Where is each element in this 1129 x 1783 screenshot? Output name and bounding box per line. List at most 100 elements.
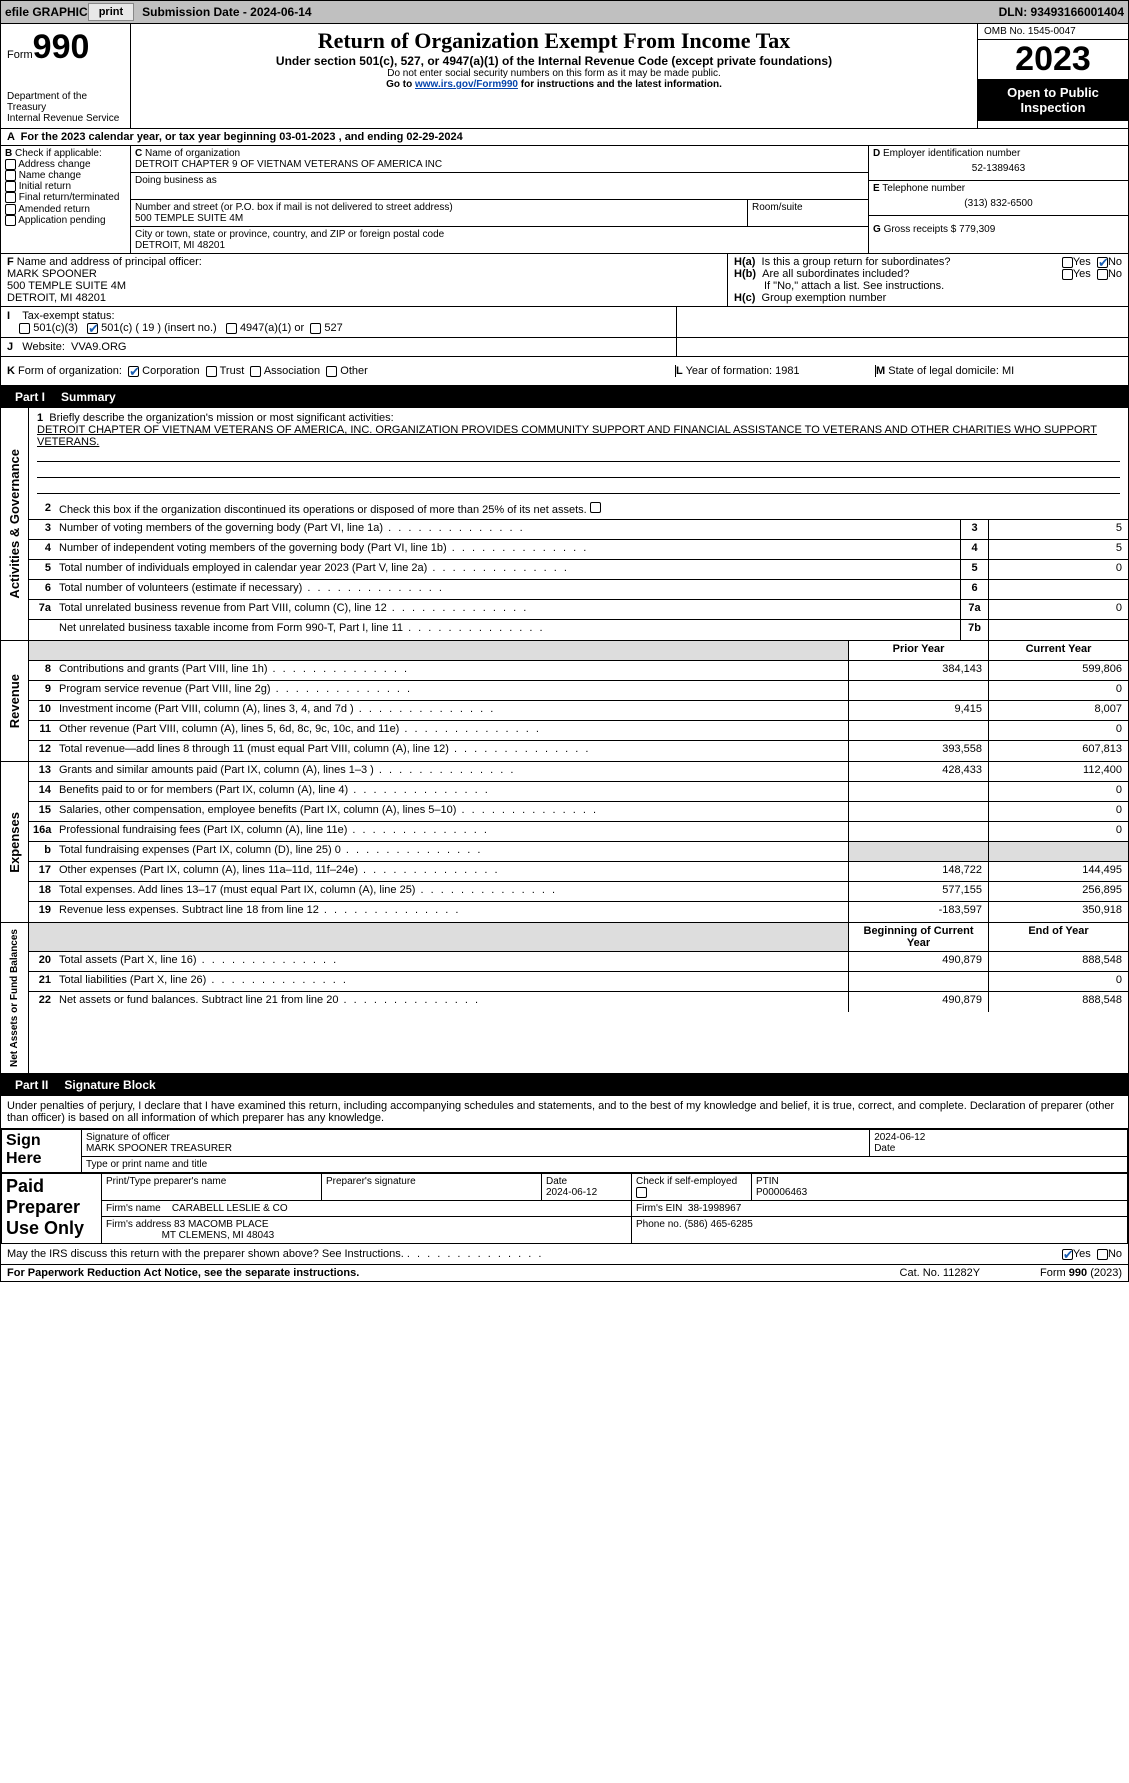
firm-name-lbl: Firm's name [106, 1203, 161, 1214]
print-button[interactable]: print [88, 3, 134, 21]
table-row: 17Other expenses (Part IX, column (A), l… [29, 862, 1128, 882]
f-label: Name and address of principal officer: [17, 256, 202, 268]
form-number: 990 [33, 28, 90, 66]
phone-label: Telephone number [882, 183, 965, 194]
mission-text: DETROIT CHAPTER OF VIETNAM VETERANS OF A… [37, 424, 1097, 448]
firm-phone-lbl: Phone no. [636, 1219, 682, 1230]
chk-corp[interactable] [128, 366, 139, 377]
firm-addr-lbl: Firm's address [106, 1219, 171, 1230]
l7a-t: Total unrelated business revenue from Pa… [59, 602, 387, 614]
chk-527[interactable] [310, 323, 321, 334]
firm-addr1: 83 MACOMB PLACE [174, 1219, 268, 1230]
sig-date2: 2024-06-12 [546, 1187, 597, 1198]
l4-t: Number of independent voting members of … [59, 542, 447, 554]
curr-hdr: Current Year [988, 641, 1128, 660]
omb-number: OMB No. 1545-0047 [978, 24, 1128, 40]
table-row: bTotal fundraising expenses (Part IX, co… [29, 842, 1128, 862]
chk-name[interactable] [5, 170, 16, 181]
l3-n: 3 [960, 520, 988, 539]
l4-n: 4 [960, 540, 988, 559]
hb-no[interactable] [1097, 269, 1108, 280]
chk-amended[interactable] [5, 204, 16, 215]
discuss-q: May the IRS discuss this return with the… [7, 1248, 404, 1260]
ha-no[interactable] [1097, 257, 1108, 268]
prior-hdr: Prior Year [848, 641, 988, 660]
hb-note: If "No," attach a list. See instructions… [734, 280, 1122, 292]
k-other: Other [340, 365, 368, 377]
hb-yes[interactable] [1062, 269, 1073, 280]
part1-bar: Part I Summary [1, 386, 1128, 408]
ptin-lbl: PTIN [756, 1176, 779, 1187]
firm-ein-lbl: Firm's EIN [636, 1203, 682, 1214]
discuss-yes[interactable] [1062, 1249, 1073, 1260]
table-row: 10Investment income (Part VIII, column (… [29, 701, 1128, 721]
chk-l2[interactable] [590, 502, 601, 513]
ha-yes[interactable] [1062, 257, 1073, 268]
cat-no: Cat. No. 11282Y [900, 1267, 981, 1279]
l3-t: Number of voting members of the governin… [59, 522, 383, 534]
phone: (313) 832-6500 [873, 194, 1124, 213]
org-name: DETROIT CHAPTER 9 OF VIETNAM VETERANS OF… [135, 159, 442, 170]
chk-final[interactable] [5, 192, 16, 203]
room-label: Room/suite [752, 202, 803, 213]
open-inspection: Open to Public Inspection [978, 79, 1128, 121]
row-i: I Tax-exempt status: 501(c)(3) 501(c) ( … [1, 307, 1128, 338]
prep-name-lbl: Print/Type preparer's name [106, 1176, 226, 1187]
officer-sig-name: MARK SPOONER TREASURER [86, 1143, 232, 1154]
table-row: 20Total assets (Part X, line 16)490,8798… [29, 952, 1128, 972]
l7a-v: 0 [988, 600, 1128, 619]
chk-501c3[interactable] [19, 323, 30, 334]
l6-n: 6 [960, 580, 988, 599]
chk-address[interactable] [5, 159, 16, 170]
date-lbl2: Date [546, 1176, 567, 1187]
footer: For Paperwork Reduction Act Notice, see … [1, 1264, 1128, 1281]
city: DETROIT, MI 48201 [135, 240, 225, 251]
k-label: Form of organization: [18, 365, 122, 377]
col-d: D Employer identification number52-13894… [868, 146, 1128, 253]
firm-ein: 38-1998967 [688, 1203, 741, 1214]
yes-lbl2: Yes [1073, 268, 1091, 280]
chk-initial[interactable] [5, 181, 16, 192]
l5-v: 0 [988, 560, 1128, 579]
row-k: K Form of organization: Corporation Trus… [1, 357, 1128, 386]
k-corp: Corporation [142, 365, 199, 377]
firm-name: CARABELL LESLIE & CO [172, 1203, 288, 1214]
table-row: 12Total revenue—add lines 8 through 11 (… [29, 741, 1128, 761]
chk-other[interactable] [326, 366, 337, 377]
b-pending: Application pending [18, 215, 105, 226]
discuss-no[interactable] [1097, 1249, 1108, 1260]
rev-section: Revenue Prior YearCurrent Year 8Contribu… [1, 641, 1128, 762]
officer-addr1: 500 TEMPLE SUITE 4M [7, 280, 126, 292]
l7b-n: 7b [960, 620, 988, 640]
chk-selfemp[interactable] [636, 1187, 647, 1198]
chk-assoc[interactable] [250, 366, 261, 377]
exp-section: Expenses 13Grants and similar amounts pa… [1, 762, 1128, 923]
chk-4947[interactable] [226, 323, 237, 334]
irs-link[interactable]: www.irs.gov/Form990 [415, 79, 518, 90]
l5-n: 5 [960, 560, 988, 579]
date-lbl: Date [874, 1143, 895, 1154]
b-name: Name change [19, 170, 81, 181]
part1-label: Part I [7, 388, 53, 406]
prep-sig-lbl: Preparer's signature [326, 1176, 416, 1187]
gross-label: Gross receipts $ [884, 224, 957, 235]
form-subtitle-1: Under section 501(c), 527, or 4947(a)(1)… [137, 54, 971, 68]
b-initial: Initial return [19, 181, 71, 192]
chk-501c[interactable] [87, 323, 98, 334]
efile-label: efile GRAPHIC [5, 5, 88, 19]
chk-trust[interactable] [206, 366, 217, 377]
chk-pending[interactable] [5, 215, 16, 226]
table-row: 18Total expenses. Add lines 13–17 (must … [29, 882, 1128, 902]
dy: Yes [1073, 1248, 1091, 1260]
part2-title: Signature Block [64, 1078, 155, 1092]
m-label: State of legal domicile: [888, 365, 999, 377]
b-amended: Amended return [18, 204, 90, 215]
col-b: B Check if applicable: Address change Na… [1, 146, 131, 253]
i-label: Tax-exempt status: [22, 310, 114, 322]
ein: 52-1389463 [873, 159, 1124, 178]
street-label: Number and street (or P.O. box if mail i… [135, 202, 453, 213]
line-a-text: For the 2023 calendar year, or tax year … [21, 131, 463, 143]
mission-q: Briefly describe the organization's miss… [49, 412, 393, 424]
line-a: A For the 2023 calendar year, or tax yea… [1, 129, 1128, 146]
col-c: C Name of organizationDETROIT CHAPTER 9 … [131, 146, 868, 253]
